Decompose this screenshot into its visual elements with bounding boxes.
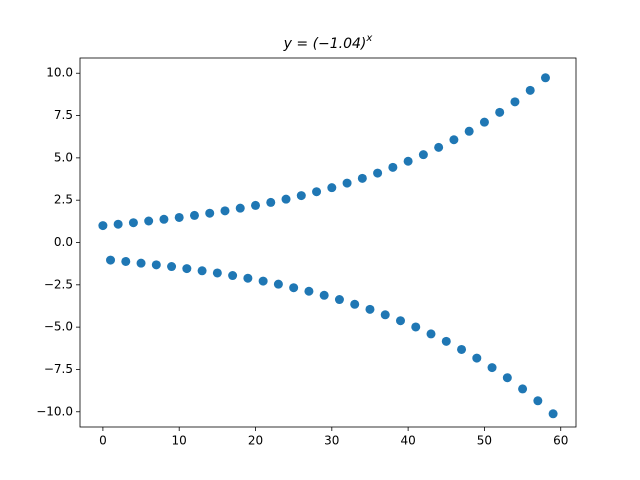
point bbox=[136, 258, 146, 268]
point bbox=[464, 126, 474, 136]
point bbox=[312, 187, 322, 197]
title-base: y = (−1.04) bbox=[283, 36, 367, 52]
point bbox=[380, 310, 390, 320]
point bbox=[548, 409, 558, 419]
point bbox=[350, 299, 360, 309]
point bbox=[235, 203, 245, 213]
point bbox=[533, 396, 543, 406]
y-tick-label: −10.0 bbox=[36, 404, 73, 418]
point bbox=[251, 200, 261, 210]
point bbox=[220, 206, 230, 216]
point bbox=[540, 73, 550, 83]
point bbox=[495, 107, 505, 117]
point bbox=[479, 117, 489, 127]
point bbox=[411, 322, 421, 332]
y-tick-label: 5.0 bbox=[54, 150, 73, 164]
point bbox=[128, 218, 138, 228]
point bbox=[365, 304, 375, 314]
point bbox=[167, 262, 177, 272]
chart-title: y = (−1.04)x bbox=[283, 33, 373, 52]
y-tick-label: 10.0 bbox=[46, 66, 73, 80]
point bbox=[205, 208, 215, 218]
y-tick-label: −7.5 bbox=[44, 362, 73, 376]
y-tick-label: 0.0 bbox=[54, 235, 73, 249]
point bbox=[319, 290, 329, 300]
point bbox=[121, 256, 131, 266]
point bbox=[518, 384, 528, 394]
point bbox=[472, 353, 482, 363]
point bbox=[159, 214, 169, 224]
point bbox=[487, 363, 497, 373]
x-tick-label: 60 bbox=[553, 434, 568, 448]
point bbox=[342, 178, 352, 188]
point bbox=[441, 336, 451, 346]
point bbox=[426, 329, 436, 339]
title-superscript: x bbox=[365, 33, 372, 44]
point bbox=[304, 286, 314, 296]
x-tick-label: 10 bbox=[172, 434, 187, 448]
point bbox=[373, 168, 383, 178]
y-tick-label: 2.5 bbox=[54, 193, 73, 207]
point bbox=[457, 344, 467, 354]
point bbox=[281, 194, 291, 204]
point bbox=[403, 156, 413, 166]
y-tick-label: −2.5 bbox=[44, 277, 73, 291]
x-tick-label: 0 bbox=[99, 434, 107, 448]
point bbox=[510, 97, 520, 107]
y-tick-label: −5.0 bbox=[44, 320, 73, 334]
point bbox=[212, 268, 222, 278]
x-tick-label: 50 bbox=[477, 434, 492, 448]
point bbox=[334, 295, 344, 305]
point bbox=[113, 219, 123, 229]
point bbox=[449, 135, 459, 145]
point bbox=[98, 221, 108, 231]
point bbox=[189, 210, 199, 220]
point bbox=[395, 316, 405, 326]
point bbox=[502, 373, 512, 383]
point bbox=[525, 85, 535, 95]
point bbox=[273, 279, 283, 289]
plot-frame bbox=[79, 57, 577, 428]
x-tick-label: 20 bbox=[248, 434, 263, 448]
point bbox=[197, 266, 207, 276]
point bbox=[182, 264, 192, 274]
point bbox=[266, 197, 276, 207]
point bbox=[106, 255, 116, 265]
point bbox=[388, 162, 398, 172]
point bbox=[228, 271, 238, 281]
x-tick-label: 40 bbox=[400, 434, 415, 448]
point bbox=[174, 212, 184, 222]
point bbox=[296, 191, 306, 201]
y-tick-label: 7.5 bbox=[54, 108, 73, 122]
point bbox=[144, 216, 154, 226]
point bbox=[151, 260, 161, 270]
point bbox=[357, 173, 367, 183]
point bbox=[327, 183, 337, 193]
x-tick-label: 30 bbox=[324, 434, 339, 448]
point bbox=[258, 276, 268, 286]
point bbox=[418, 150, 428, 160]
point bbox=[289, 283, 299, 293]
point bbox=[243, 273, 253, 283]
point bbox=[434, 142, 444, 152]
